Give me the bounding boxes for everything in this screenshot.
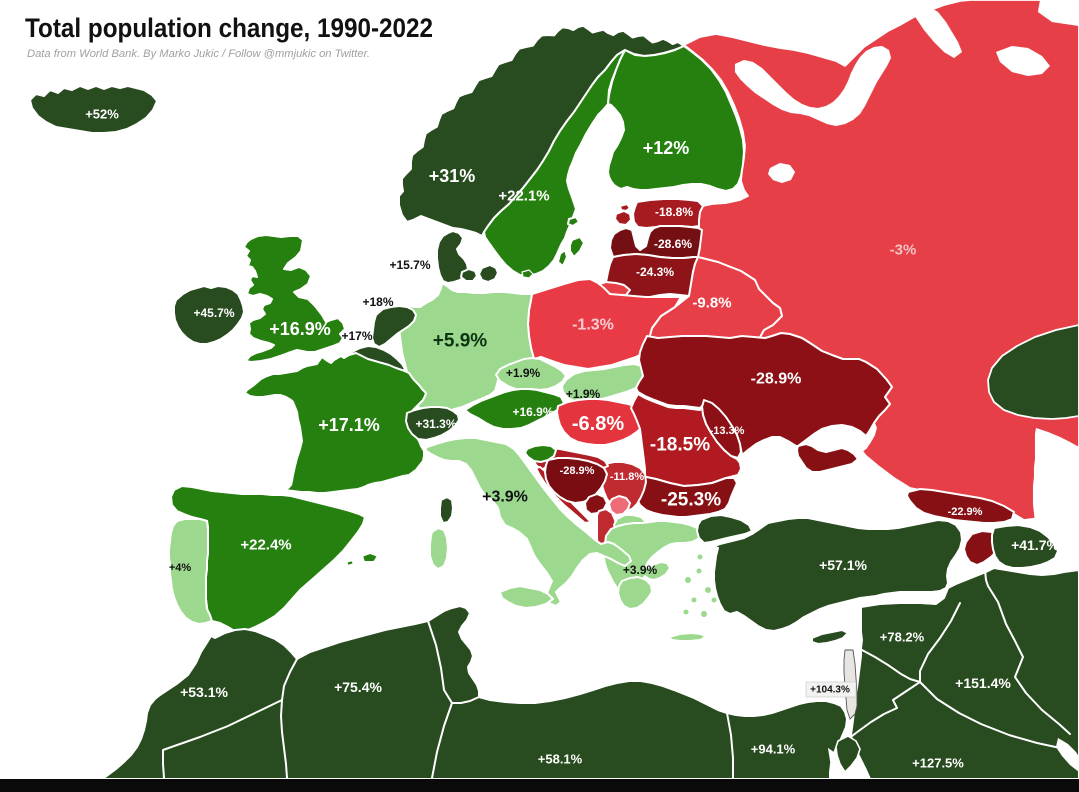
svg-text:-13.3%: -13.3% bbox=[710, 425, 745, 437]
svg-text:+18%: +18% bbox=[362, 295, 393, 309]
svg-text:-25.3%: -25.3% bbox=[661, 490, 721, 511]
svg-text:Data from World Bank. By Marko: Data from World Bank. By Marko Jukic / F… bbox=[27, 48, 370, 60]
svg-text:Total population change, 1990-: Total population change, 1990-2022 bbox=[25, 13, 433, 43]
svg-text:+3.9%: +3.9% bbox=[623, 563, 658, 577]
svg-text:+57.1%: +57.1% bbox=[819, 557, 867, 573]
svg-text:+12%: +12% bbox=[643, 138, 690, 158]
svg-text:+58.1%: +58.1% bbox=[538, 752, 583, 767]
svg-text:+104.3%: +104.3% bbox=[810, 685, 850, 696]
svg-text:+22.4%: +22.4% bbox=[240, 537, 291, 554]
svg-text:-28.9%: -28.9% bbox=[560, 465, 595, 477]
svg-text:+151.4%: +151.4% bbox=[955, 675, 1011, 691]
svg-text:+4%: +4% bbox=[169, 562, 192, 574]
svg-text:+127.5%: +127.5% bbox=[912, 756, 964, 771]
svg-text:+75.4%: +75.4% bbox=[334, 679, 382, 695]
svg-text:+16.9%: +16.9% bbox=[269, 319, 331, 339]
svg-text:-3%: -3% bbox=[890, 242, 917, 259]
svg-text:+1.9%: +1.9% bbox=[566, 387, 601, 401]
svg-text:+45.7%: +45.7% bbox=[193, 306, 234, 320]
svg-text:-28.6%: -28.6% bbox=[654, 237, 692, 251]
svg-text:+53.1%: +53.1% bbox=[180, 684, 228, 700]
svg-text:-6.8%: -6.8% bbox=[572, 413, 624, 435]
svg-text:+94.1%: +94.1% bbox=[751, 742, 796, 757]
svg-text:+16.9%: +16.9% bbox=[512, 405, 553, 419]
svg-text:+3.9%: +3.9% bbox=[482, 489, 528, 506]
svg-text:-9.8%: -9.8% bbox=[692, 295, 731, 312]
svg-text:-11.8%: -11.8% bbox=[610, 471, 644, 483]
svg-text:-22.9%: -22.9% bbox=[948, 506, 983, 518]
svg-text:+31%: +31% bbox=[429, 166, 476, 186]
svg-text:+1.9%: +1.9% bbox=[506, 366, 541, 380]
svg-text:+17.1%: +17.1% bbox=[318, 415, 380, 435]
svg-text:+22.1%: +22.1% bbox=[498, 188, 549, 205]
svg-text:+31.3%: +31.3% bbox=[415, 417, 456, 431]
svg-text:+41.7%: +41.7% bbox=[1011, 537, 1059, 553]
svg-text:+5.9%: +5.9% bbox=[433, 331, 488, 352]
svg-text:+17%: +17% bbox=[341, 329, 372, 343]
svg-text:-24.3%: -24.3% bbox=[636, 265, 674, 279]
svg-text:+52%: +52% bbox=[85, 107, 119, 122]
svg-text:-18.8%: -18.8% bbox=[655, 205, 693, 219]
svg-text:-28.9%: -28.9% bbox=[751, 371, 802, 388]
svg-text:+15.7%: +15.7% bbox=[389, 258, 430, 272]
svg-text:-1.3%: -1.3% bbox=[572, 317, 614, 334]
svg-text:+78.2%: +78.2% bbox=[880, 630, 925, 645]
svg-text:-18.5%: -18.5% bbox=[650, 435, 710, 456]
